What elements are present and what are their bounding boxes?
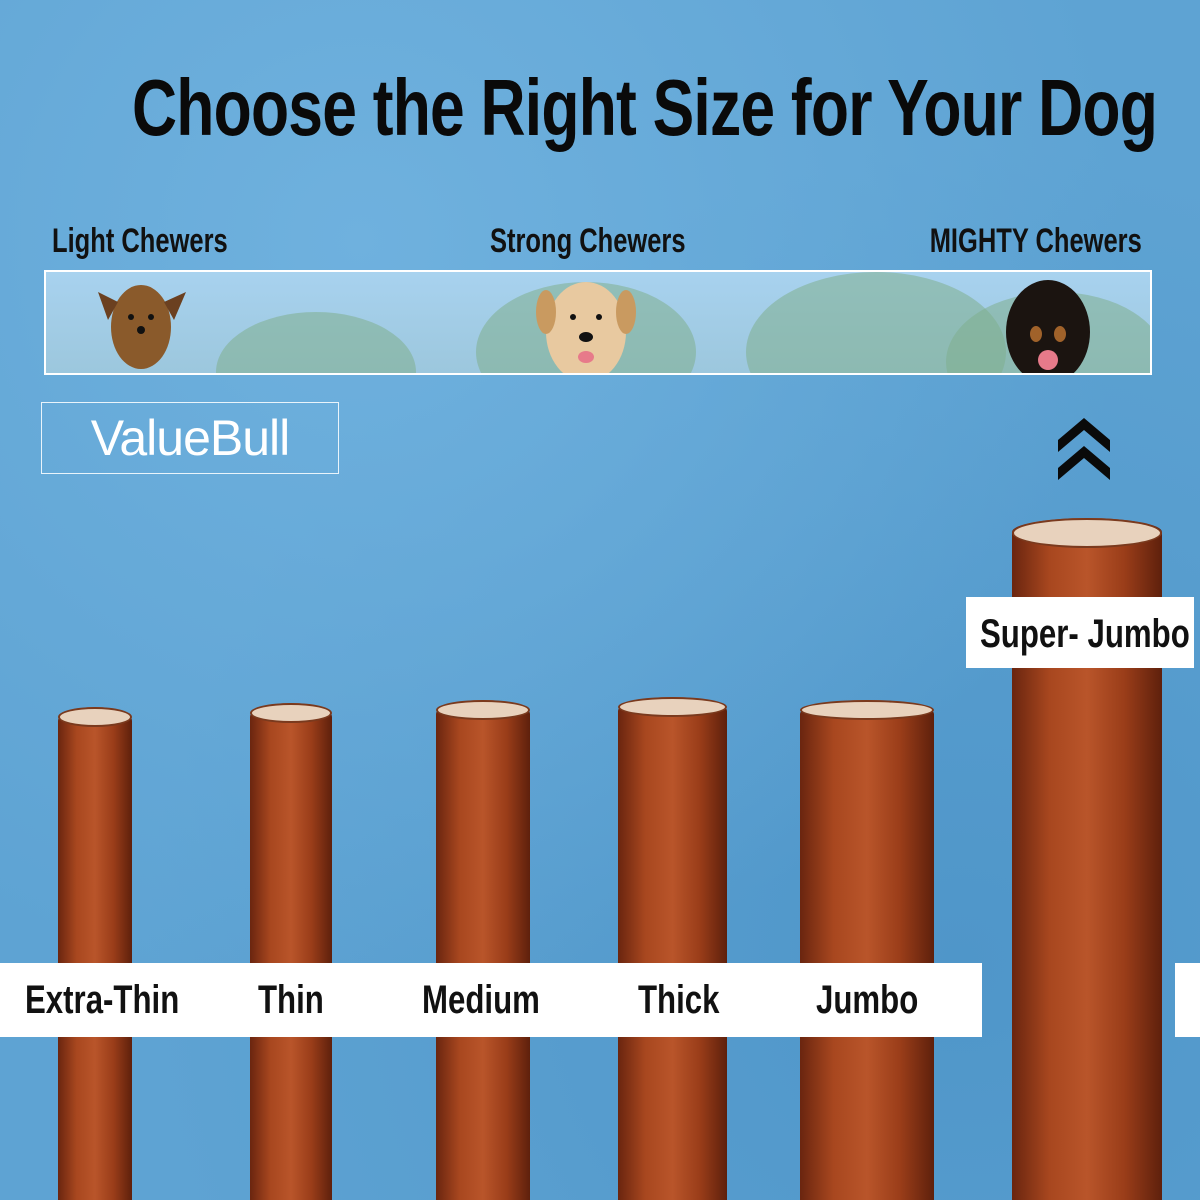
bully-stick-jumbo [800, 700, 934, 1200]
bully-stick-extra-thin [58, 707, 132, 1200]
chewer-level-mighty: MIGHTY Chewers [929, 222, 1142, 260]
size-label-extra-thin: Extra-Thin [25, 978, 180, 1022]
bully-stick-medium [436, 700, 530, 1200]
size-label-super-jumbo-box: Super- Jumbo [966, 597, 1194, 668]
double-chevron-up-icon [1058, 418, 1110, 480]
bully-stick-thick [618, 697, 727, 1200]
size-label-super-jumbo: Super- Jumbo [980, 612, 1190, 656]
page-title: Choose the Right Size for Your Dog [132, 63, 1158, 152]
labrador-dog-image [536, 282, 636, 373]
bully-stick-thin [250, 703, 332, 1200]
brand-logo: ValueBull [41, 402, 339, 474]
dog-banner [44, 270, 1152, 375]
size-label-band-edge [1175, 963, 1200, 1037]
size-label-thin: Thin [258, 978, 324, 1022]
chewer-level-light: Light Chewers [52, 222, 228, 260]
size-label-thick: Thick [638, 978, 720, 1022]
size-label-medium: Medium [422, 978, 540, 1022]
yorkie-dog-image [98, 285, 186, 369]
rottweiler-dog-image [1006, 280, 1090, 373]
chewer-level-strong: Strong Chewers [490, 222, 686, 260]
size-label-jumbo: Jumbo [816, 978, 919, 1022]
size-label-band [0, 963, 982, 1037]
